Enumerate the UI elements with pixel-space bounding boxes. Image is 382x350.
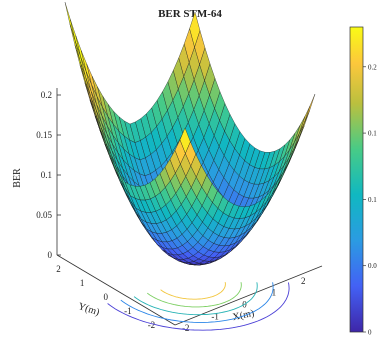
x-tick-label: 1 [272,288,277,298]
x-tick-label: -2 [182,323,190,333]
y-axis-label: Y(m) [77,301,101,318]
colorbar-ticks: 0 0.0 0.1 0.1 0.2 [363,63,377,337]
y-tick-label: 0 [104,292,109,302]
surface-patch [304,93,316,123]
contour-line [147,282,242,308]
surface-patch [294,116,306,142]
y-tick-label: 1 [80,278,85,288]
y-axis-line [56,254,176,326]
chart-title: BER STM-64 [158,8,222,20]
y-tick-label: -2 [148,320,156,330]
colorbar [349,26,364,333]
z-tick-label: 0.05 [36,210,52,220]
colorbar-tick-label: 0.2 [368,63,377,71]
z-tick-label: 0.2 [41,90,52,100]
x-tick-label: 2 [301,276,306,286]
surface-patch [64,2,76,42]
contour-line [160,281,226,300]
colorbar-tick-label: 0.1 [368,196,377,204]
colorbar-tick-label: 0.1 [368,130,377,138]
z-tick-label: 0.1 [41,170,52,180]
floor-contours [107,281,290,331]
z-axis-label: BER [12,168,23,188]
y-tick-label: 2 [56,264,61,274]
y-axis-ticks: 2 1 0 -1 -2 [56,264,155,330]
y-tick-label: -1 [124,306,132,316]
contour-line [120,282,274,323]
x-axis-line [174,265,323,326]
ber-surface [64,2,316,266]
surface-patch [70,19,81,58]
surface-patch [69,24,81,63]
colorbar-tick-label: 0 [368,329,372,337]
z-tick-label: 0.15 [36,130,52,140]
surface-patch [299,105,311,133]
colorbar-tick-label: 0.0 [368,262,377,270]
x-tick-label: -1 [211,311,219,321]
z-tick-label: 0 [48,250,53,260]
contour-line [133,282,258,316]
contour-line [107,282,290,331]
